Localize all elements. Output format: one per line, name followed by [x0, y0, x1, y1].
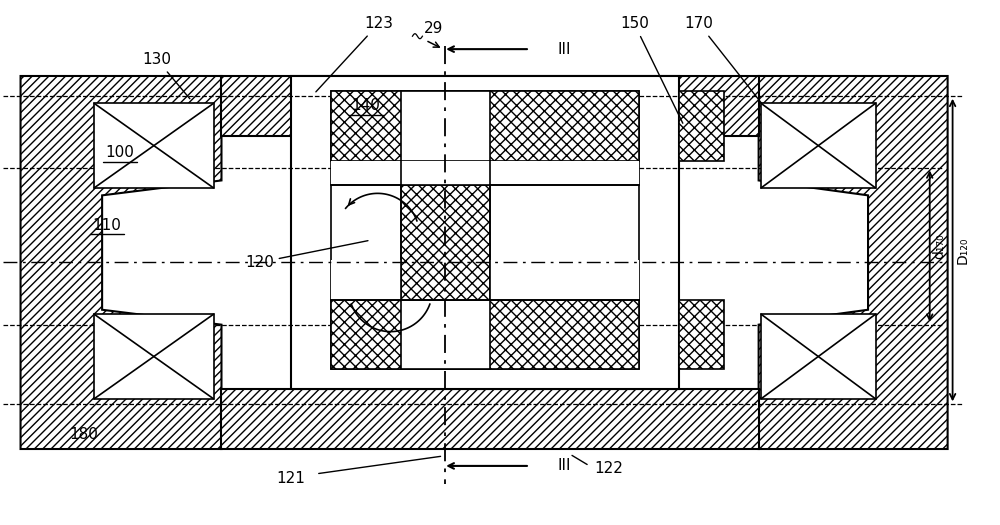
Text: 29: 29 — [424, 21, 443, 36]
Text: III: III — [558, 41, 571, 57]
Text: 130: 130 — [142, 52, 190, 99]
Text: 140: 140 — [351, 98, 380, 113]
Bar — [401, 161, 490, 185]
Text: 120: 120 — [245, 240, 368, 270]
Bar — [679, 91, 724, 161]
Text: d₁₇₀: d₁₇₀ — [933, 233, 947, 259]
Bar — [679, 300, 724, 370]
Text: 122: 122 — [594, 461, 623, 476]
Bar — [221, 76, 759, 135]
Text: 150: 150 — [620, 16, 683, 123]
Bar — [291, 76, 679, 390]
Polygon shape — [21, 76, 221, 449]
Bar — [331, 161, 639, 185]
Bar — [401, 185, 490, 300]
Bar — [94, 314, 214, 399]
Text: 100: 100 — [106, 145, 134, 160]
Bar — [221, 390, 759, 449]
Text: 121: 121 — [277, 471, 306, 486]
Bar — [490, 260, 639, 300]
Text: 123: 123 — [316, 16, 393, 92]
Text: 180: 180 — [70, 427, 99, 442]
Text: D₁₂₀: D₁₂₀ — [956, 236, 970, 264]
Bar — [401, 300, 490, 370]
Text: 170: 170 — [685, 16, 762, 103]
Bar — [331, 260, 401, 300]
Text: 110: 110 — [93, 218, 122, 233]
Polygon shape — [759, 76, 948, 449]
Bar — [331, 91, 639, 161]
Bar — [761, 103, 876, 188]
Text: III: III — [558, 458, 571, 474]
Bar — [331, 300, 639, 370]
Bar — [761, 314, 876, 399]
Bar — [401, 91, 490, 161]
Bar — [94, 103, 214, 188]
Bar — [331, 91, 639, 370]
